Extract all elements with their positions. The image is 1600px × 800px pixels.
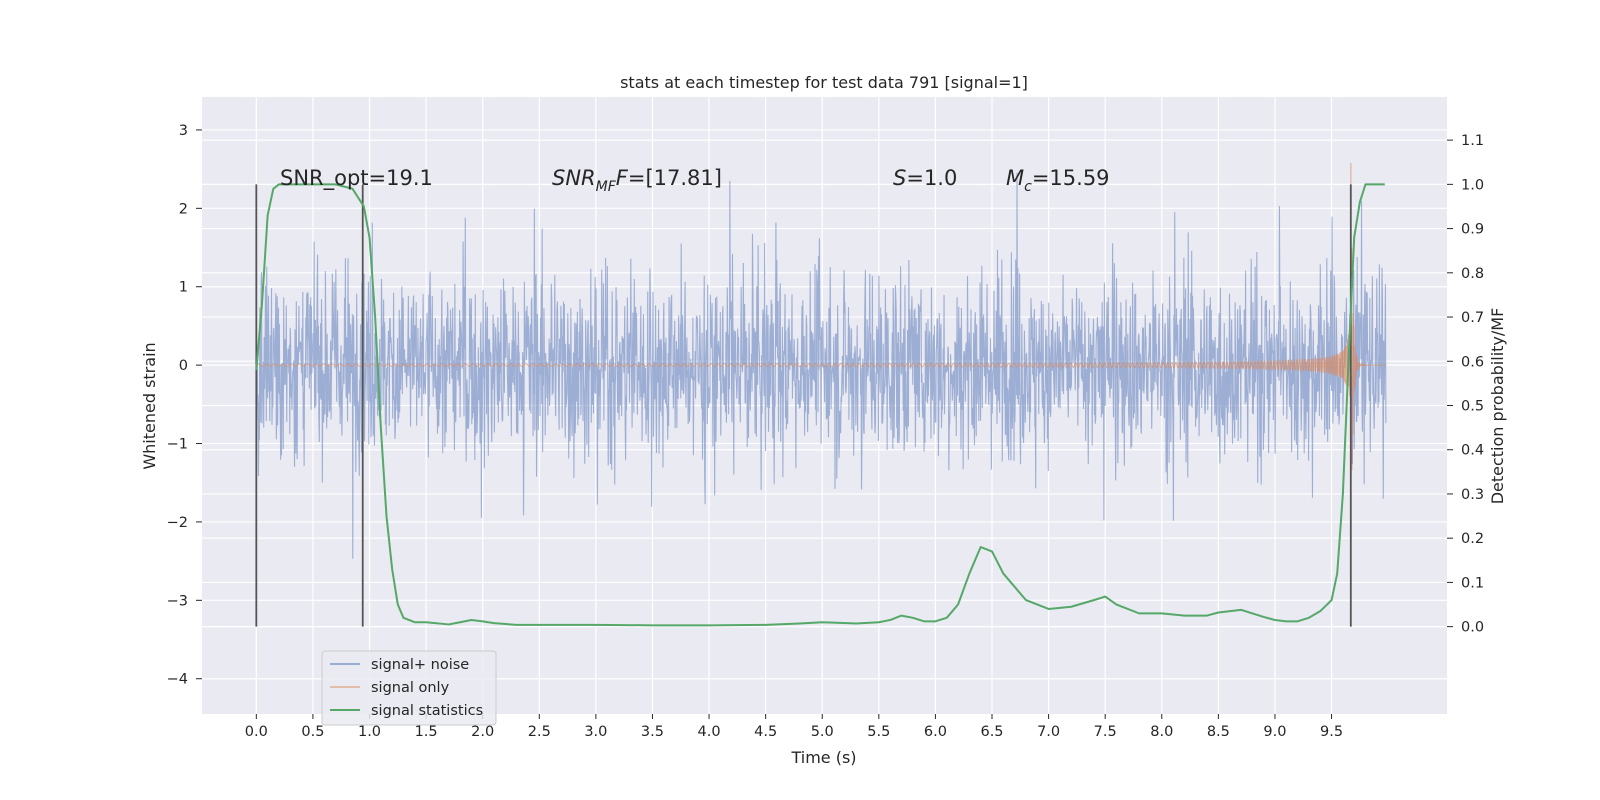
annotation-s: S=1.0 bbox=[893, 166, 957, 190]
x-tick-label: 7.5 bbox=[1094, 724, 1117, 740]
mc-symbol: M bbox=[1006, 166, 1024, 190]
snr-mf-f: F bbox=[616, 166, 629, 190]
x-tick-label: 2.5 bbox=[528, 724, 551, 740]
x-tick-label: 3.0 bbox=[584, 724, 607, 740]
y-tick-label: −1 bbox=[167, 437, 188, 453]
x-tick-label: 2.0 bbox=[471, 724, 494, 740]
y-axis-label: Whitened strain bbox=[140, 342, 159, 469]
y-tick-labels: 3 2 1 0 −1 −2 −3 −4 bbox=[167, 123, 202, 688]
signal-statistics-line bbox=[255, 183, 1385, 627]
y2-axis-label: Detection probability/MF bbox=[1488, 308, 1507, 505]
y-tick-label: 2 bbox=[179, 201, 188, 217]
mc-subscript: c bbox=[1024, 179, 1032, 195]
x-tick-label: 1.5 bbox=[415, 724, 438, 740]
x-tick-label: 0.0 bbox=[245, 724, 268, 740]
y2-tick-label: 0.6 bbox=[1461, 354, 1484, 370]
legend-box bbox=[321, 650, 497, 726]
legend: signal+ noise signal only signal statist… bbox=[321, 650, 497, 726]
snr-mf-value: =[17.81] bbox=[628, 166, 722, 190]
x-tick-label: 4.5 bbox=[754, 724, 777, 740]
y2-tick-label: 0.3 bbox=[1461, 487, 1484, 503]
annotation-snr-mf: SNRMFF=[17.81] bbox=[552, 166, 722, 195]
signal-noise-line bbox=[255, 172, 1387, 559]
signal-only-line bbox=[256, 162, 1386, 471]
y2-tick-label: 0.9 bbox=[1461, 222, 1484, 238]
chart-title: stats at each timestep for test data 791… bbox=[620, 73, 1028, 92]
y-tick-label: −2 bbox=[167, 515, 188, 531]
y2-tick-label: 0.2 bbox=[1461, 531, 1484, 547]
x-tick-label: 7.0 bbox=[1037, 724, 1060, 740]
y-tick-label: −4 bbox=[167, 672, 188, 688]
y-tick-label: 3 bbox=[179, 123, 188, 139]
x-tick-label: 4.0 bbox=[698, 724, 721, 740]
y2-tick-label: 0.4 bbox=[1461, 443, 1484, 459]
x-tick-label: 6.0 bbox=[924, 724, 947, 740]
x-tick-label: 1.0 bbox=[358, 724, 381, 740]
x-tick-label: 9.5 bbox=[1320, 724, 1343, 740]
y-tick-label: 0 bbox=[179, 358, 188, 374]
vertical-markers bbox=[255, 184, 1352, 627]
series-signal-noise bbox=[255, 172, 1387, 559]
x-tick-label: 8.0 bbox=[1150, 724, 1173, 740]
snr-mf-subscript: MF bbox=[596, 179, 617, 195]
y-tick-label: 1 bbox=[179, 280, 188, 296]
y2-tick-label: 0.5 bbox=[1461, 399, 1484, 415]
snr-mf-symbol: SNR bbox=[552, 166, 596, 190]
mc-value: =15.59 bbox=[1032, 166, 1110, 190]
y2-tick-label: 1.0 bbox=[1461, 177, 1484, 193]
s-symbol: S bbox=[893, 166, 906, 190]
x-tick-labels: 0.0 0.5 1.0 1.5 2.0 2.5 3.0 3.5 4.0 4.5 5.0 5.5 6.0 6… bbox=[245, 714, 1343, 740]
y2-tick-labels: 1.1 1.0 0.9 0.8 0.7 0.6 0.5 0.4 0.3 0.2 0.1 0.0 bbox=[1447, 133, 1484, 636]
x-tick-label: 8.5 bbox=[1207, 724, 1230, 740]
x-tick-label: 9.0 bbox=[1263, 724, 1286, 740]
y-tick-label: −3 bbox=[167, 593, 188, 609]
x-axis-label: Time (s) bbox=[790, 748, 856, 767]
x-tick-label: 5.5 bbox=[867, 724, 890, 740]
y2-tick-label: 0.0 bbox=[1461, 620, 1484, 636]
x-tick-label: 3.5 bbox=[641, 724, 664, 740]
legend-label-signal-statistics: signal statistics bbox=[371, 703, 483, 719]
y2-tick-label: 0.1 bbox=[1461, 575, 1484, 591]
x-tick-label: 5.0 bbox=[811, 724, 834, 740]
series-signal-statistics bbox=[255, 183, 1385, 627]
y2-tick-label: 0.8 bbox=[1461, 266, 1484, 282]
legend-label-signal-noise: signal+ noise bbox=[371, 657, 469, 673]
y2-tick-label: 0.7 bbox=[1461, 310, 1484, 326]
x-tick-label: 6.5 bbox=[980, 724, 1003, 740]
annotation-mc: Mc=15.59 bbox=[1006, 166, 1110, 195]
series-signal-only bbox=[256, 162, 1386, 471]
annotation-snr-opt: SNR_opt=19.1 bbox=[280, 166, 433, 191]
x-tick-label: 0.5 bbox=[301, 724, 324, 740]
s-value: =1.0 bbox=[906, 166, 957, 190]
legend-label-signal-only: signal only bbox=[371, 680, 450, 696]
y2-tick-label: 1.1 bbox=[1461, 133, 1484, 149]
